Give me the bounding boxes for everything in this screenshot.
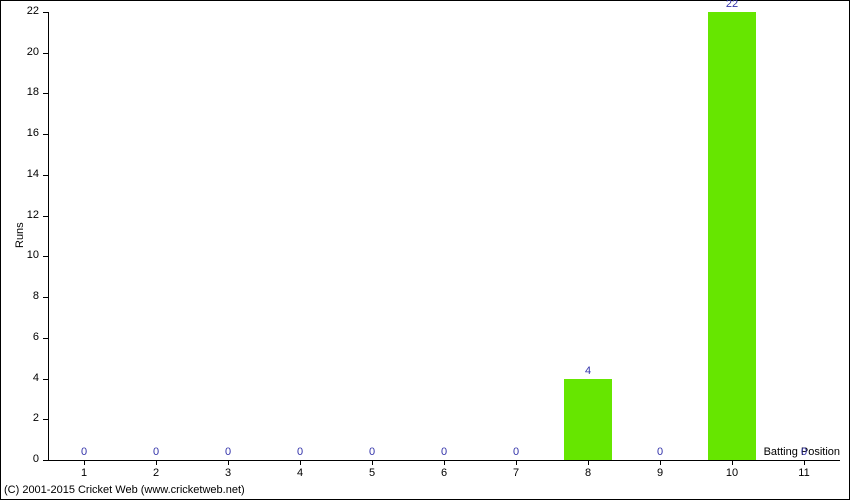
x-tick-label: 4 (280, 467, 320, 479)
y-tick (43, 175, 48, 176)
y-tick-label: 16 (0, 127, 39, 139)
bar (564, 379, 612, 460)
bar-value-label: 0 (640, 446, 680, 458)
y-tick-label: 8 (0, 290, 39, 302)
x-tick-label: 2 (136, 467, 176, 479)
x-tick (300, 460, 301, 465)
y-tick-label: 22 (0, 5, 39, 17)
chart-container: 02468101214161820221234567891011RunsBatt… (0, 0, 850, 500)
x-tick (588, 460, 589, 465)
bar-value-label: 0 (136, 446, 176, 458)
y-tick (43, 216, 48, 217)
y-tick-label: 18 (0, 86, 39, 98)
y-tick (43, 134, 48, 135)
x-tick (444, 460, 445, 465)
y-tick-label: 4 (0, 372, 39, 384)
y-tick-label: 10 (0, 249, 39, 261)
x-tick-label: 11 (784, 467, 824, 479)
y-axis-line (48, 12, 49, 460)
bar-value-label: 4 (568, 365, 608, 377)
bar-value-label: 0 (496, 446, 536, 458)
y-tick (43, 53, 48, 54)
x-tick-label: 5 (352, 467, 392, 479)
bar-value-label: 0 (280, 446, 320, 458)
y-tick (43, 256, 48, 257)
bar-value-label: 0 (784, 446, 824, 458)
x-tick (516, 460, 517, 465)
x-tick (228, 460, 229, 465)
bar-value-label: 0 (424, 446, 464, 458)
y-tick (43, 419, 48, 420)
y-axis-title: Runs (14, 222, 26, 248)
y-tick (43, 297, 48, 298)
y-tick (43, 338, 48, 339)
x-tick-label: 6 (424, 467, 464, 479)
bar-value-label: 0 (352, 446, 392, 458)
x-tick (732, 460, 733, 465)
x-tick-label: 9 (640, 467, 680, 479)
y-tick-label: 0 (0, 453, 39, 465)
y-tick-label: 20 (0, 46, 39, 58)
x-tick (660, 460, 661, 465)
y-tick-label: 2 (0, 412, 39, 424)
x-tick (84, 460, 85, 465)
copyright-text: (C) 2001-2015 Cricket Web (www.cricketwe… (4, 484, 245, 496)
y-tick (43, 93, 48, 94)
bar-value-label: 0 (64, 446, 104, 458)
bar-value-label: 0 (208, 446, 248, 458)
y-tick (43, 379, 48, 380)
y-tick (43, 12, 48, 13)
y-tick (43, 460, 48, 461)
x-tick (804, 460, 805, 465)
x-tick-label: 10 (712, 467, 752, 479)
x-tick-label: 3 (208, 467, 248, 479)
x-tick-label: 8 (568, 467, 608, 479)
y-tick-label: 6 (0, 331, 39, 343)
x-tick-label: 1 (64, 467, 104, 479)
x-tick (372, 460, 373, 465)
bar-value-label: 22 (712, 0, 752, 10)
x-tick (156, 460, 157, 465)
x-tick-label: 7 (496, 467, 536, 479)
y-tick-label: 14 (0, 168, 39, 180)
y-tick-label: 12 (0, 209, 39, 221)
bar (708, 12, 756, 460)
